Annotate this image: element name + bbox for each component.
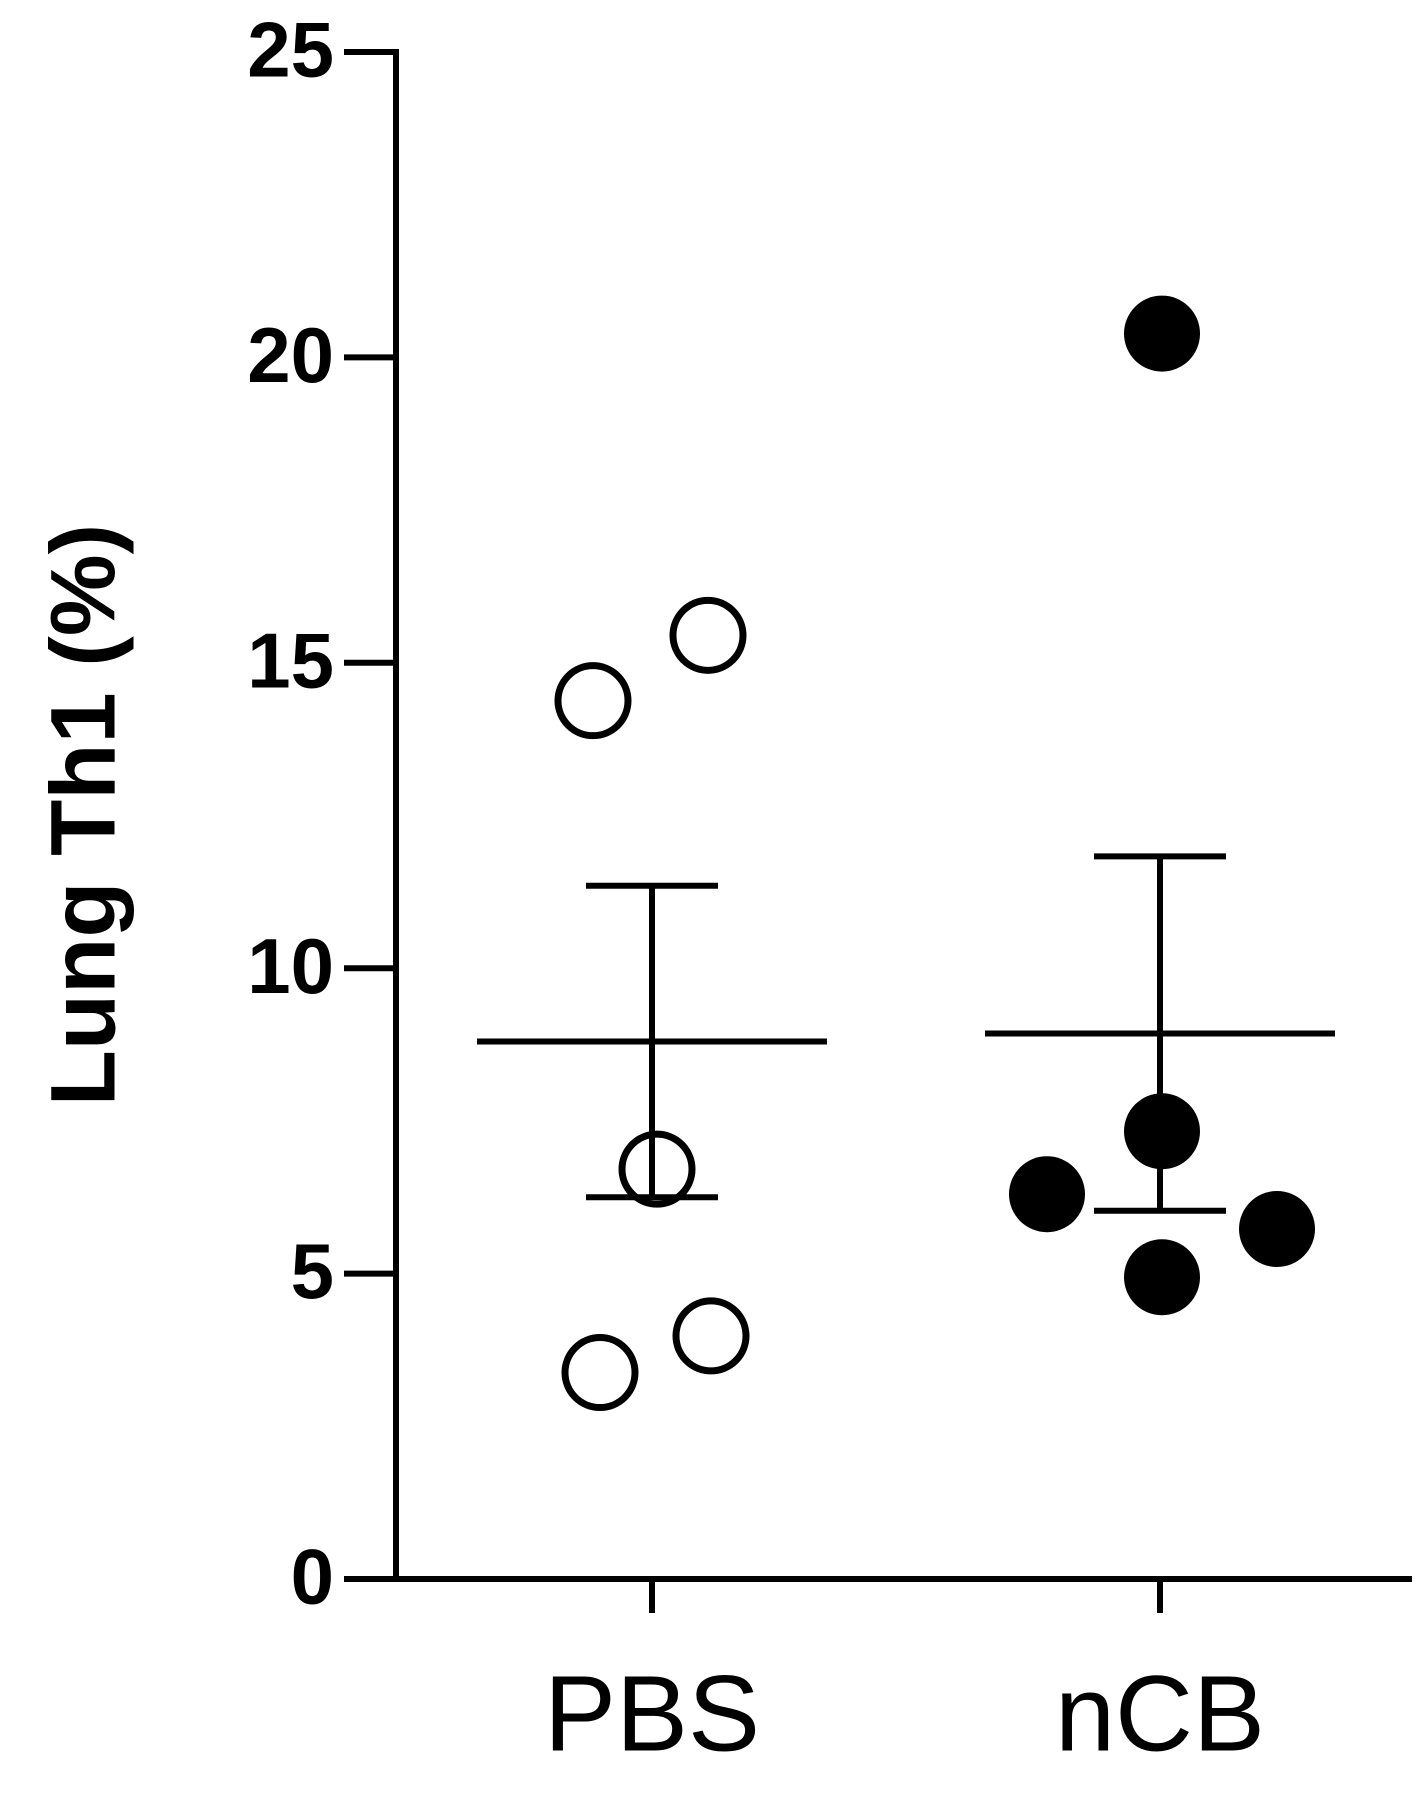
y-tick-label: 5 [291, 1227, 334, 1315]
data-point [669, 596, 747, 674]
data-point [618, 1130, 696, 1208]
data-point [1124, 295, 1200, 372]
y-tick-label: 0 [291, 1533, 334, 1621]
y-axis-label: Lung Th1 (%) [32, 524, 134, 1107]
y-tick-label: 25 [247, 6, 334, 94]
data-point [554, 662, 632, 740]
x-tick-label: PBS [544, 1653, 760, 1774]
y-tick-label: 20 [247, 311, 334, 399]
data-point [672, 1297, 750, 1375]
data-point [1124, 1239, 1200, 1316]
y-tick-label: 10 [247, 922, 334, 1010]
y-tick-label: 15 [247, 616, 334, 704]
x-tick-label: nCB [1055, 1653, 1265, 1774]
data-point [1009, 1156, 1085, 1233]
data-point [1239, 1191, 1315, 1268]
data-point [561, 1334, 639, 1412]
